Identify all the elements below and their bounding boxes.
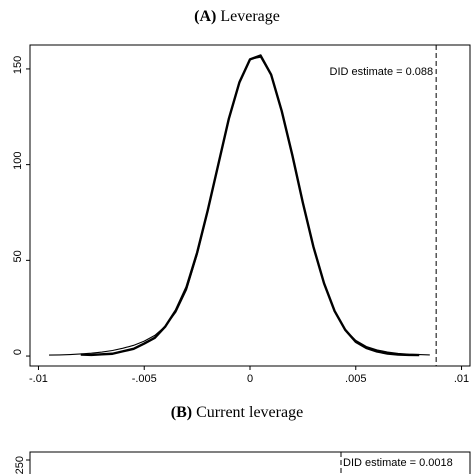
title: Current leverage [196, 404, 303, 421]
y-tick-label: 250 [14, 456, 26, 474]
plot-frame [29, 44, 471, 367]
annotation: DID estimate = 0.0018 [343, 457, 453, 469]
x-tick-label: 0 [247, 373, 253, 385]
panel-label: (B) [171, 404, 192, 421]
panel-title: (B) Current leverage [171, 404, 303, 421]
y-tick-label: 150 [12, 56, 24, 74]
y-tick-label: 100 [12, 151, 24, 169]
density-line [80, 54, 420, 357]
panel-title: (A) Leverage [194, 8, 280, 25]
x-tick-label: .005 [345, 373, 366, 385]
density-line [49, 56, 430, 356]
x-tick-label: -.01 [29, 373, 48, 385]
title: Leverage [220, 8, 280, 25]
x-tick-label: .01 [454, 373, 469, 385]
y-tick-label: 0 [12, 349, 24, 355]
y-tick-label: 50 [12, 250, 24, 262]
annotation: DID estimate = 0.088 [330, 66, 434, 78]
panel-label: (A) [194, 8, 216, 25]
plot-frame [29, 451, 471, 474]
x-tick-label: -.005 [132, 373, 157, 385]
